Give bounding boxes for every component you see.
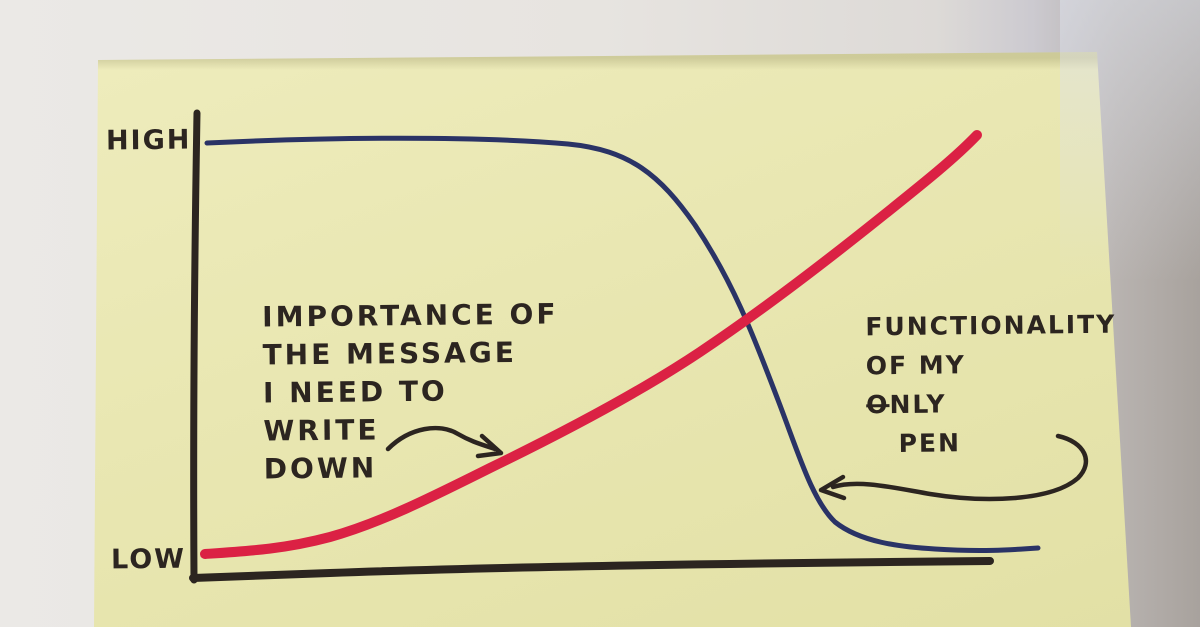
scribbled-o: O [866, 390, 890, 420]
functionality-arrow [830, 433, 1089, 502]
importance-arrow [385, 425, 498, 452]
y-axis-line [190, 109, 201, 584]
functionality-line-3: ONLY [866, 389, 947, 419]
importance-arrowhead [475, 433, 504, 459]
importance-line-2: THE MESSAGE [262, 335, 518, 372]
y-axis-tick-low: LOW [110, 543, 187, 576]
functionality-line-2: OF MY [865, 350, 966, 381]
functionality-line-4: PEN [898, 428, 962, 458]
functionality-annotation: FUNCTIONALITY OF MY ONLY PEN [865, 305, 1118, 464]
y-axis-tick-high: HIGH [105, 124, 192, 157]
importance-curve [200, 130, 982, 559]
importance-line-5: DOWN [263, 451, 378, 486]
x-axis-line [189, 557, 994, 582]
functionality-arrowhead [818, 474, 847, 501]
importance-line-1: IMPORTANCE OF [262, 297, 559, 334]
only-rest: NLY [889, 389, 947, 420]
functionality-line-1: FUNCTIONALITY [865, 309, 1117, 342]
importance-annotation: IMPORTANCE OF THE MESSAGE I NEED TO WRIT… [262, 295, 560, 488]
importance-line-3: I NEED TO [262, 374, 448, 410]
functionality-curve [204, 135, 1041, 554]
importance-line-4: WRITE [263, 413, 380, 448]
